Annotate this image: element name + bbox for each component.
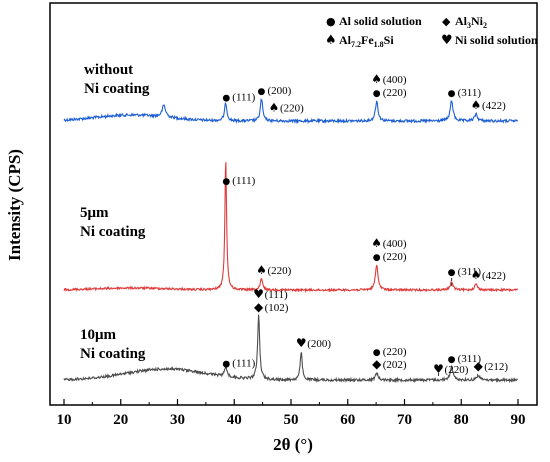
sample-label-without: without [84,62,133,78]
peak-label-s2-0: ● (111) [222,357,255,369]
peak-hkl-label: (422) [482,270,506,282]
peak-symbol-icon: ● [448,355,456,365]
series-layer [63,98,519,384]
peak-symbol-icon: ◆ [372,357,382,371]
peak-hkl-label: (422) [482,100,506,112]
peak-hkl-label: (212) [484,361,508,373]
legend: ● Al solid solution ◆ Al3Ni2 ♠ Al7.2Fe1.… [325,14,538,49]
peak-label-s1-2: ♠ (400)● (220) [371,236,407,263]
peak-hkl-label: (111) [265,289,288,301]
x-tick-label-4: 50 [284,412,299,428]
x-tick-label-3: 40 [227,412,242,428]
peak-label-s1-0: ● (111) [222,175,255,187]
series-line-0 [63,98,519,125]
peak-hkl-label: (111) [232,357,255,369]
peak-hkl-label: (311) [458,87,482,99]
peak-hkl-label: (220) [383,87,407,99]
peak-hkl-label: (311) [458,266,482,278]
legend-al-solid-solution: Al solid solution [339,14,422,28]
peak-label-s0-0: ● (111) [222,91,255,103]
peak-symbol-icon: ◆ [474,359,484,373]
peak-label-s0-3: ♠ (400)● (220) [371,72,407,99]
x-axis-title: 2θ (°) [273,435,313,454]
peak-hkl-label: (102) [265,302,289,314]
peak-symbol-icon: ◆ [254,300,264,314]
legend-circle-icon: ● [326,15,336,28]
series-line-1 [63,162,518,293]
peak-symbol-icon: ● [373,253,381,263]
legend-diamond-icon: ◆ [442,15,451,28]
peak-hkl-label: (200) [267,85,291,97]
peak-label-s1-4: ♠ (422) [471,268,507,282]
x-tick-label-5: 60 [340,412,355,428]
peak-symbol-icon: ♠ [471,98,482,112]
sample-label-5um-2: Ni coating [80,224,146,240]
peak-hkl-label: (311) [458,353,482,365]
peak-hkl-label: (220) [267,265,291,277]
peak-symbol-icon: ♥ [296,336,307,350]
sample-label-without-2: Ni coating [84,81,150,97]
peak-label-s2-1: ♥ (111)◆ (102) [253,287,289,314]
peak-hkl-label: (220) [383,251,407,263]
peak-symbol-icon: ● [448,268,456,278]
peak-hkl-label: (200) [307,338,331,350]
peak-symbol-icon: ♠ [256,263,267,277]
peak-hkl-label: (400) [383,74,407,86]
peak-annotations: ● (111) ● (200)♠ (220)♠ (400)● (220) ● (311)♠ (42… [222,72,508,376]
peak-hkl-label: (220) [383,346,407,358]
sample-label-10um: 10μm [80,327,117,343]
legend-heart-icon: ♥ [441,33,453,48]
sample-label-5um: 5μm [80,205,109,221]
peak-label-s1-1: ♠ (220) [256,263,292,277]
peak-label-s2-6: ◆ (212) [474,359,509,373]
x-tick-label-0: 10 [57,412,72,428]
peak-symbol-icon: ♠ [269,101,280,115]
legend-spade-icon: ♠ [325,33,337,48]
peak-symbol-icon: ♠ [471,268,482,282]
peak-symbol-icon: ● [222,177,230,187]
peak-hkl-label: (111) [232,175,255,187]
peak-symbol-icon: ♥ [253,287,264,301]
peak-hkl-label: (220) [445,364,469,376]
peak-label-s1-3: ● (311) [448,266,482,286]
peak-label-s0-2: ♠ (220) [269,101,305,115]
x-tick-label-7: 80 [454,412,469,428]
peak-hkl-label: (202) [383,359,407,371]
series-line-2 [63,314,518,384]
sample-label-10um-2: Ni coating [80,346,146,362]
peak-label-s0-5: ♠ (422) [471,98,507,112]
plot-frame [49,2,538,406]
x-axis: 10 20 30 40 50 60 70 80 90 [57,399,526,428]
legend-ni-solid-solution: Ni solid solution [455,33,538,47]
legend-al72fe18si: Al7.2Fe1.8Si [339,33,394,49]
peak-label-s2-4: ♥ (220) [433,362,469,376]
peak-label-s2-3: ● (220)◆ (202) [372,346,407,371]
peak-symbol-icon: ● [222,93,230,103]
y-axis-title: Intensity (CPS) [5,149,24,261]
peak-label-s2-2: ♥ (200) [296,336,332,350]
peak-symbol-icon: ● [258,87,266,97]
peak-symbol-icon: ● [448,89,456,99]
peak-symbol-icon: ● [373,89,381,99]
x-tick-label-2: 30 [170,412,185,428]
peak-hkl-label: (400) [383,238,407,250]
peak-symbol-icon: ♠ [371,236,382,250]
peak-label-s0-1: ● (200) [258,85,292,97]
peak-label-s0-4: ● (311) [448,87,482,99]
x-tick-label-8: 90 [511,412,526,428]
peak-hkl-label: (220) [280,103,304,115]
x-tick-label-1: 20 [113,412,128,428]
peak-symbol-icon: ♠ [371,72,382,86]
peak-symbol-icon: ♥ [433,362,444,376]
peak-label-s2-5: ● (311) [448,353,482,365]
peak-symbol-icon: ● [373,348,381,358]
peak-hkl-label: (111) [232,91,255,103]
x-tick-label-6: 70 [397,412,412,428]
legend-al3ni2: Al3Ni2 [455,14,487,30]
peak-symbol-icon: ● [222,359,230,369]
